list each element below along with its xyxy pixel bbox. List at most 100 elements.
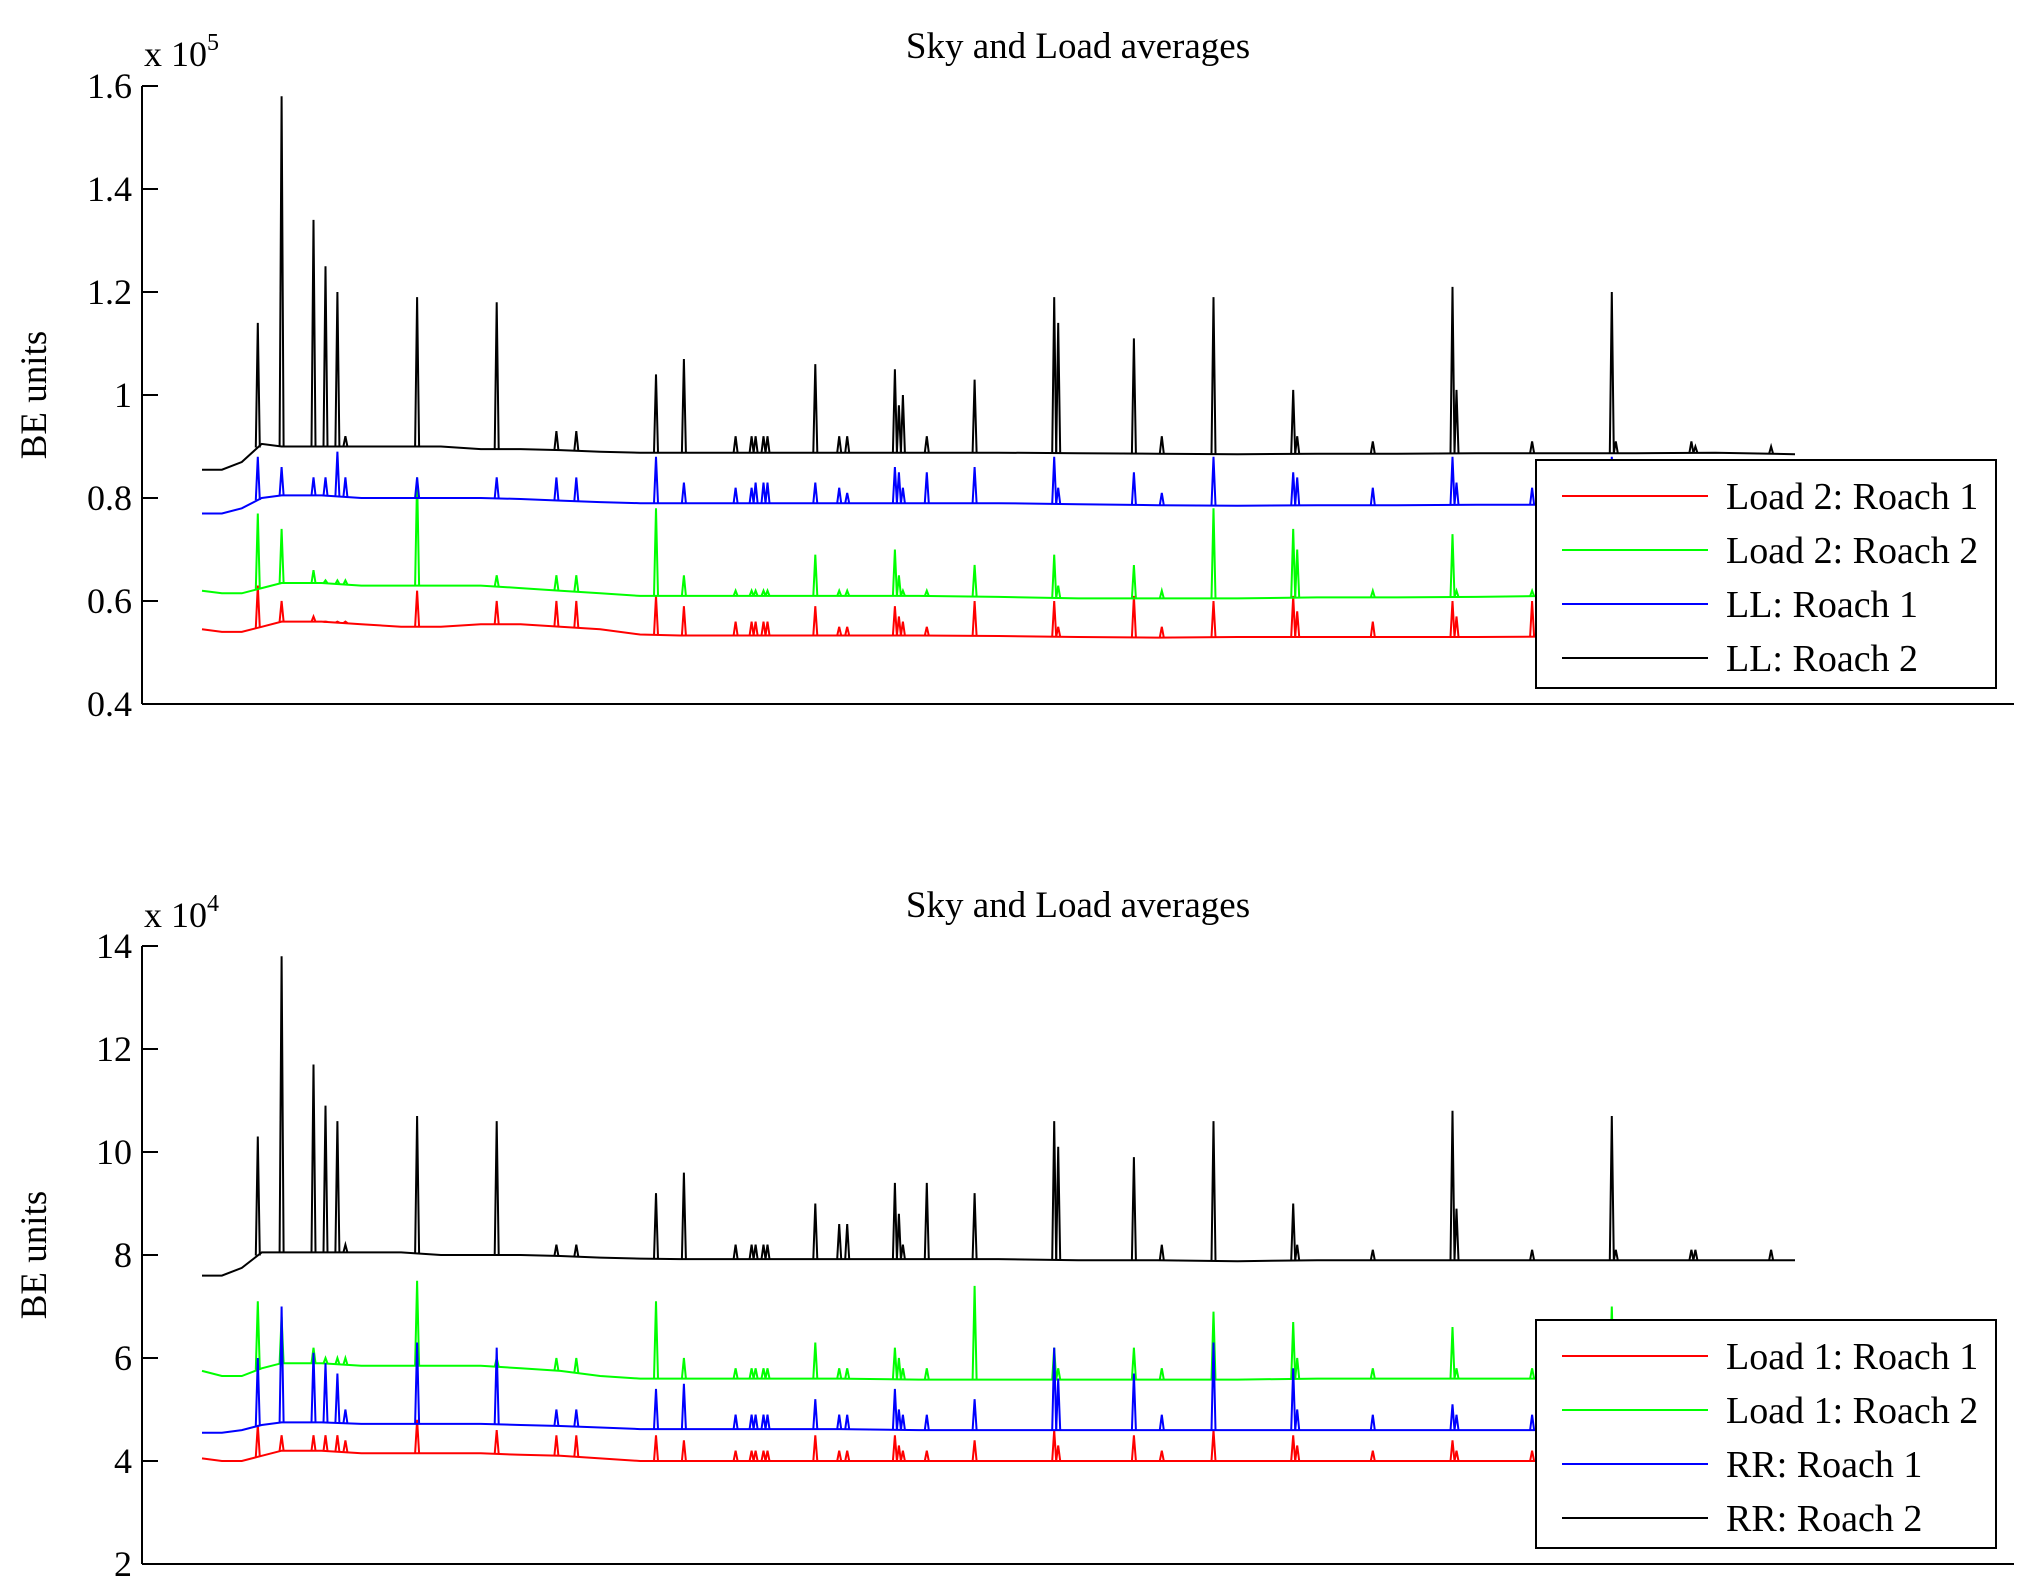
series-spike (1210, 1311, 1217, 1380)
legend: Load 2: Roach 1 Load 2: Roach 2 LL: Roach … (1535, 459, 1997, 689)
series-spike (493, 1347, 500, 1425)
series-spike (254, 1424, 261, 1457)
series-spike (1158, 1368, 1165, 1380)
series-spike (732, 587, 739, 597)
series-spike (752, 621, 759, 636)
series-spike (680, 1357, 687, 1379)
series-spike (760, 587, 767, 597)
series-spike (334, 578, 341, 585)
series-spike (1453, 1414, 1460, 1431)
series-spike (1453, 1368, 1460, 1379)
series-spike (895, 405, 902, 453)
series-spike (764, 436, 771, 453)
series-spike (836, 1414, 843, 1430)
series-spike (1055, 1378, 1062, 1431)
series-line (201, 1362, 1795, 1381)
series-spike (334, 1354, 341, 1365)
series-spike (923, 1450, 930, 1462)
series-spike (891, 549, 898, 596)
series-spike (414, 1419, 421, 1454)
series-spike (844, 587, 851, 597)
series-spike (1055, 1368, 1062, 1380)
series-spike (836, 587, 843, 597)
series-spike (1051, 456, 1058, 504)
series-spike (1290, 389, 1297, 454)
series-spike (1529, 600, 1536, 637)
series-spike (971, 467, 978, 504)
series-spike (334, 291, 341, 447)
series-spike (1453, 1208, 1460, 1261)
series-spike (1130, 338, 1137, 454)
series-spike (836, 626, 843, 636)
series-spike (1210, 1342, 1217, 1431)
series-spike (1294, 549, 1301, 598)
series-spike (573, 430, 580, 451)
series-spike (760, 1368, 767, 1379)
series-spike (1210, 600, 1217, 638)
series-spike (573, 1409, 580, 1427)
series-spike (493, 1121, 500, 1256)
series-spike (1529, 1450, 1536, 1462)
series-spike (1055, 1445, 1062, 1462)
series-spike (923, 1414, 930, 1431)
series-spike (322, 477, 329, 496)
series-spike (342, 436, 349, 447)
series-spike (971, 1440, 978, 1462)
series-spike (836, 436, 843, 453)
series-spike (891, 1347, 898, 1380)
series-spike (254, 585, 261, 628)
series-spike (1130, 1373, 1137, 1431)
series-spike (334, 451, 341, 497)
series-spike (278, 600, 285, 622)
series-spike (254, 1301, 261, 1370)
series-spike (764, 1414, 771, 1430)
series-spike (653, 595, 659, 635)
series-spike (1210, 1430, 1217, 1462)
series-spike (553, 1409, 560, 1427)
series-spike (1449, 1110, 1456, 1261)
series-spike (1369, 1368, 1376, 1379)
series-line (201, 1449, 1795, 1462)
series-spike (1210, 1121, 1217, 1261)
series-spike (1158, 1450, 1165, 1462)
series-spike (760, 436, 767, 453)
series-spike (653, 1435, 659, 1462)
series-4 (202, 956, 1795, 1277)
series-spike (891, 1435, 898, 1462)
series-spike (760, 1244, 767, 1260)
series-spike (1453, 389, 1460, 454)
legend-label: Load 2: Roach 2 (1726, 530, 1978, 572)
series-spike (1449, 1440, 1456, 1462)
series-spike (812, 1342, 819, 1379)
legend-label: RR: Roach 1 (1726, 1444, 1922, 1486)
series-spike (310, 569, 317, 584)
series-spike (493, 477, 500, 499)
series-spike (1369, 441, 1376, 454)
series-spike (812, 1435, 819, 1462)
series-spike (254, 1136, 261, 1256)
series-spike (553, 1435, 560, 1456)
series-spike (310, 1435, 317, 1451)
series-spike (899, 1244, 906, 1260)
series-spike (895, 1213, 902, 1260)
series-spike (1369, 1450, 1376, 1462)
series-spike (1294, 1445, 1301, 1462)
series-spike (760, 482, 767, 504)
series-spike (971, 564, 978, 597)
series-spike (334, 620, 340, 624)
series-spike (573, 1357, 580, 1374)
series-line (202, 1421, 1795, 1434)
series-spike (764, 587, 771, 597)
series-spike (1294, 1409, 1301, 1431)
series-spike (573, 600, 580, 628)
series-spike (732, 1244, 739, 1260)
series-spike (342, 477, 349, 498)
y-tick-label: 0.8 (87, 478, 132, 518)
series-spike (760, 1414, 767, 1430)
series-spike (334, 1121, 341, 1253)
series-spike (310, 477, 317, 496)
series-spike (342, 578, 349, 585)
legend-label: LL: Roach 2 (1726, 638, 1918, 680)
series-spike (1051, 1347, 1058, 1431)
series-spike (891, 369, 898, 453)
